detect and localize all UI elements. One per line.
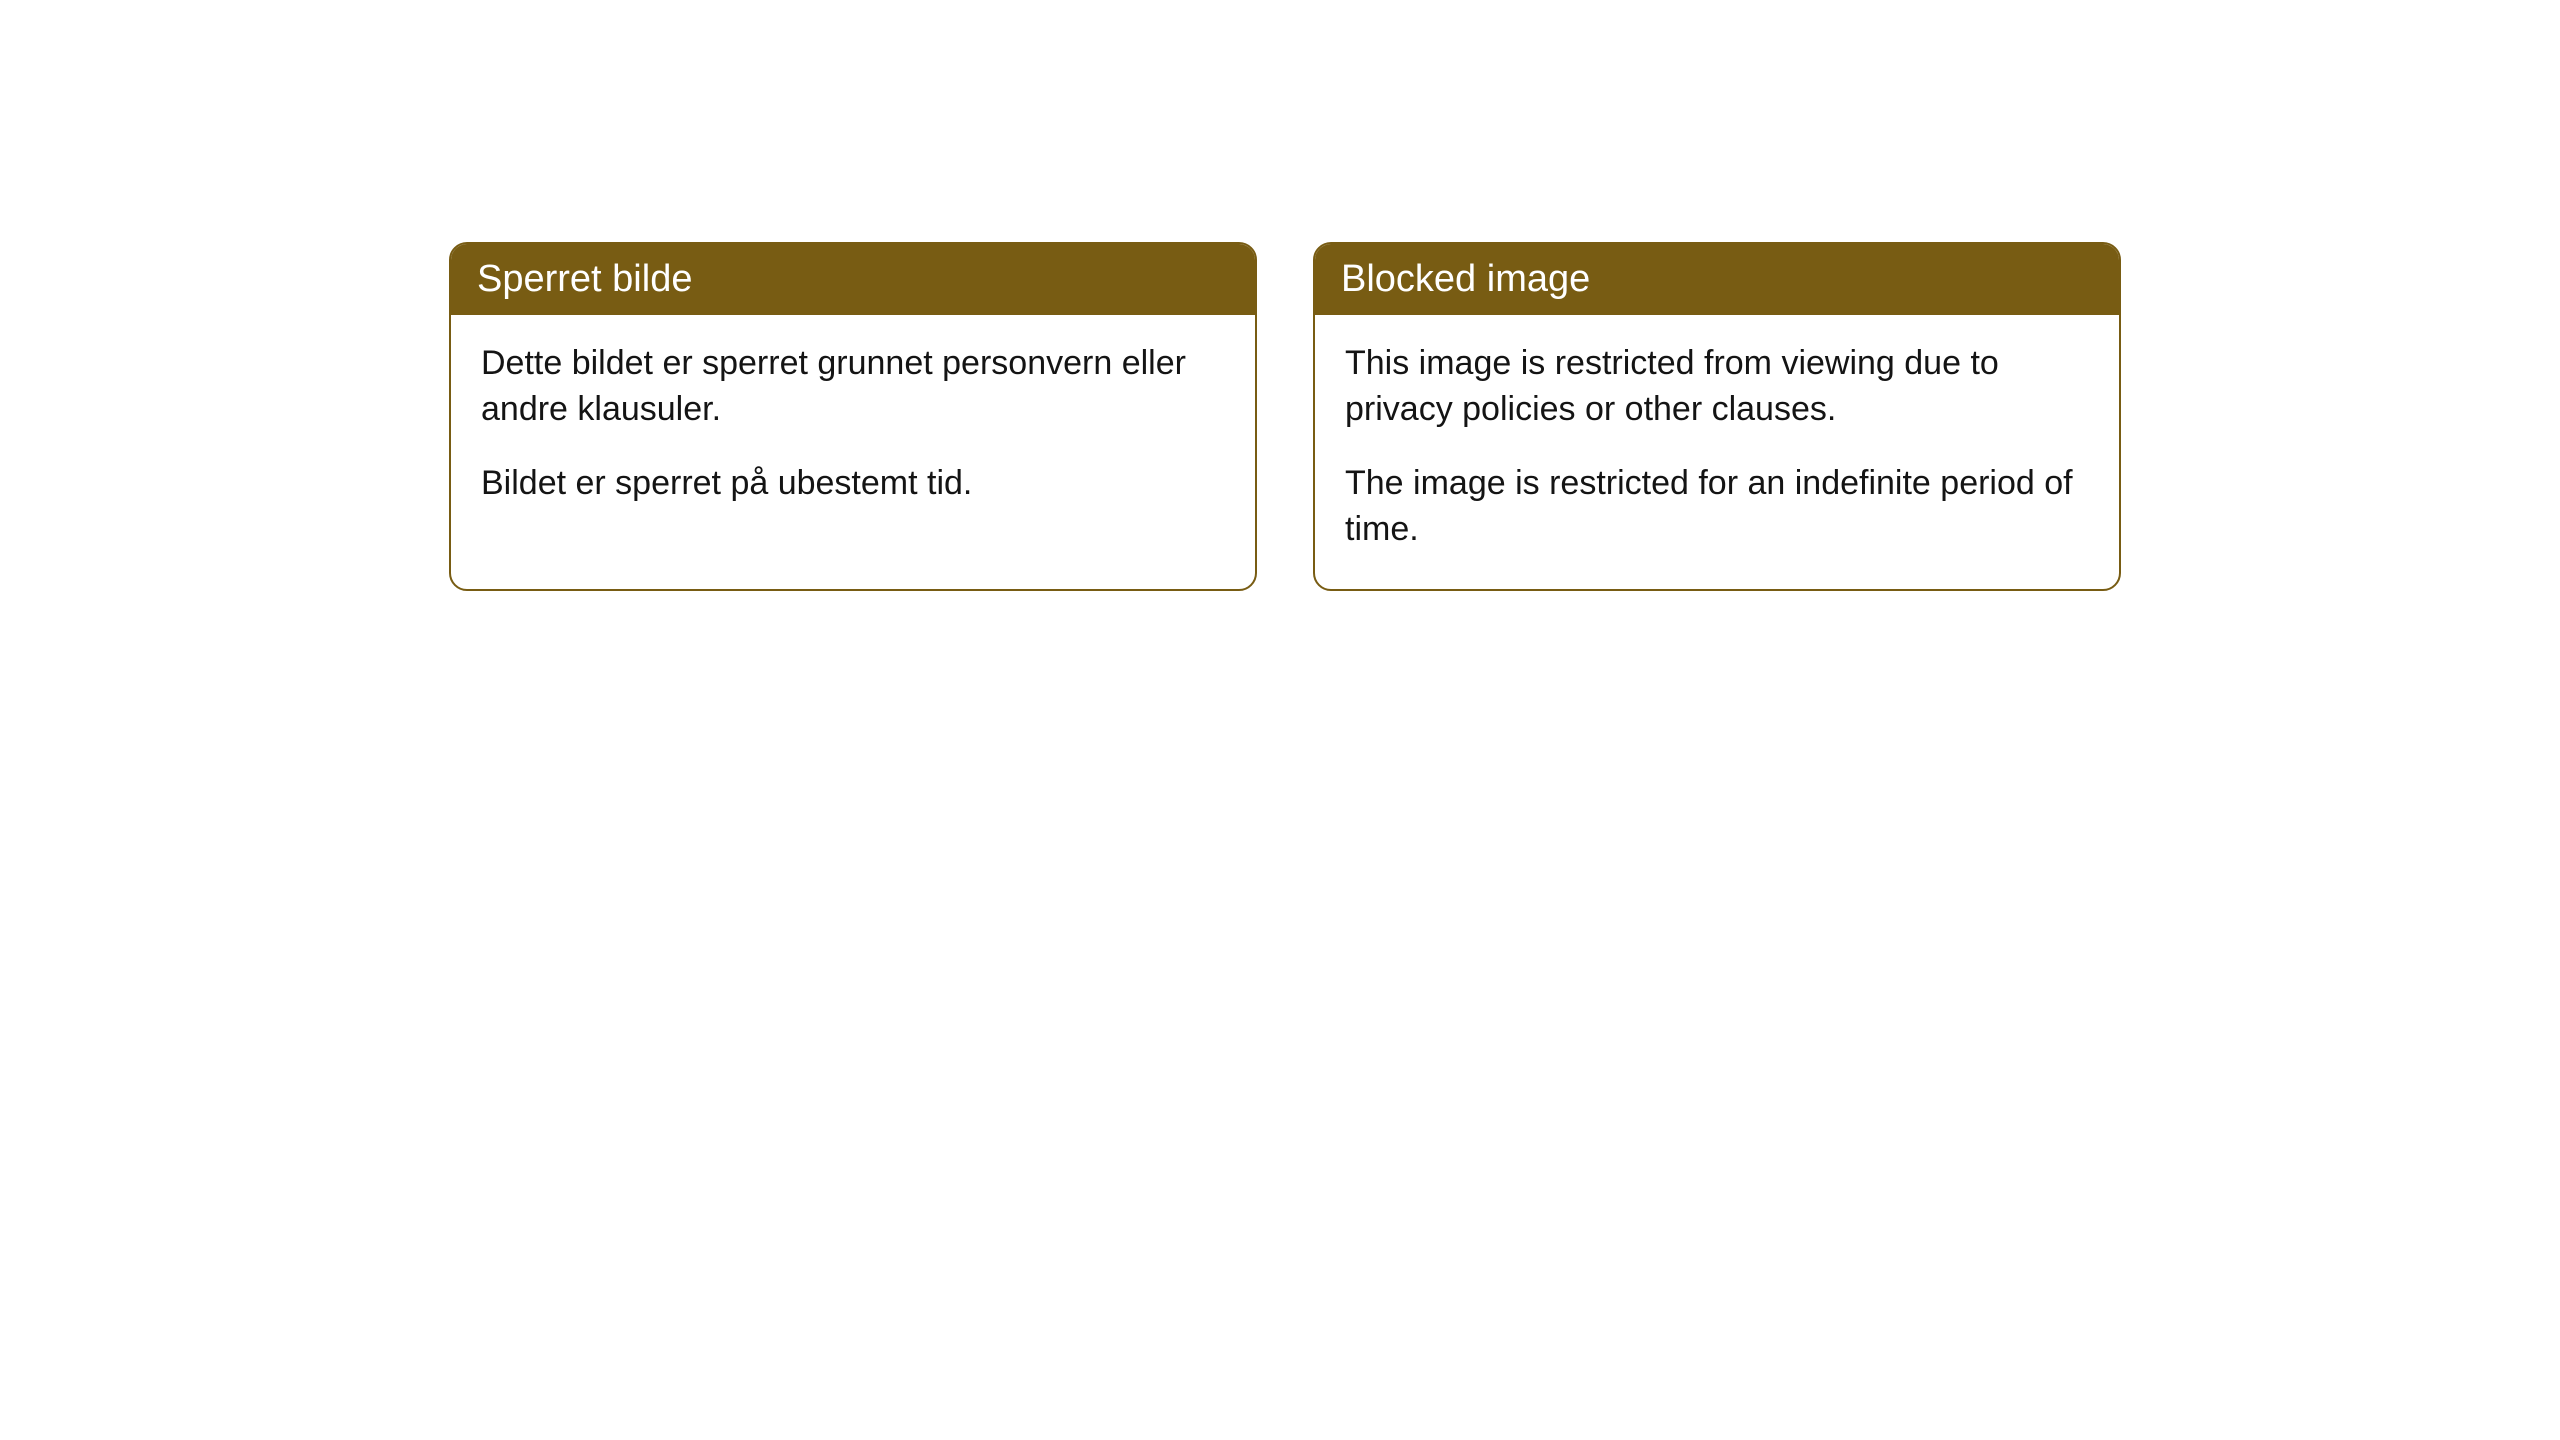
- card-paragraph: This image is restricted from viewing du…: [1345, 341, 2089, 433]
- card-paragraph: Bildet er sperret på ubestemt tid.: [481, 461, 1225, 507]
- card-body: Dette bildet er sperret grunnet personve…: [451, 315, 1255, 543]
- notice-card-norwegian: Sperret bilde Dette bildet er sperret gr…: [449, 242, 1257, 591]
- notice-card-english: Blocked image This image is restricted f…: [1313, 242, 2121, 591]
- card-title: Sperret bilde: [451, 244, 1255, 315]
- card-title: Blocked image: [1315, 244, 2119, 315]
- notice-cards-container: Sperret bilde Dette bildet er sperret gr…: [449, 242, 2560, 591]
- card-body: This image is restricted from viewing du…: [1315, 315, 2119, 589]
- card-paragraph: The image is restricted for an indefinit…: [1345, 461, 2089, 553]
- card-paragraph: Dette bildet er sperret grunnet personve…: [481, 341, 1225, 433]
